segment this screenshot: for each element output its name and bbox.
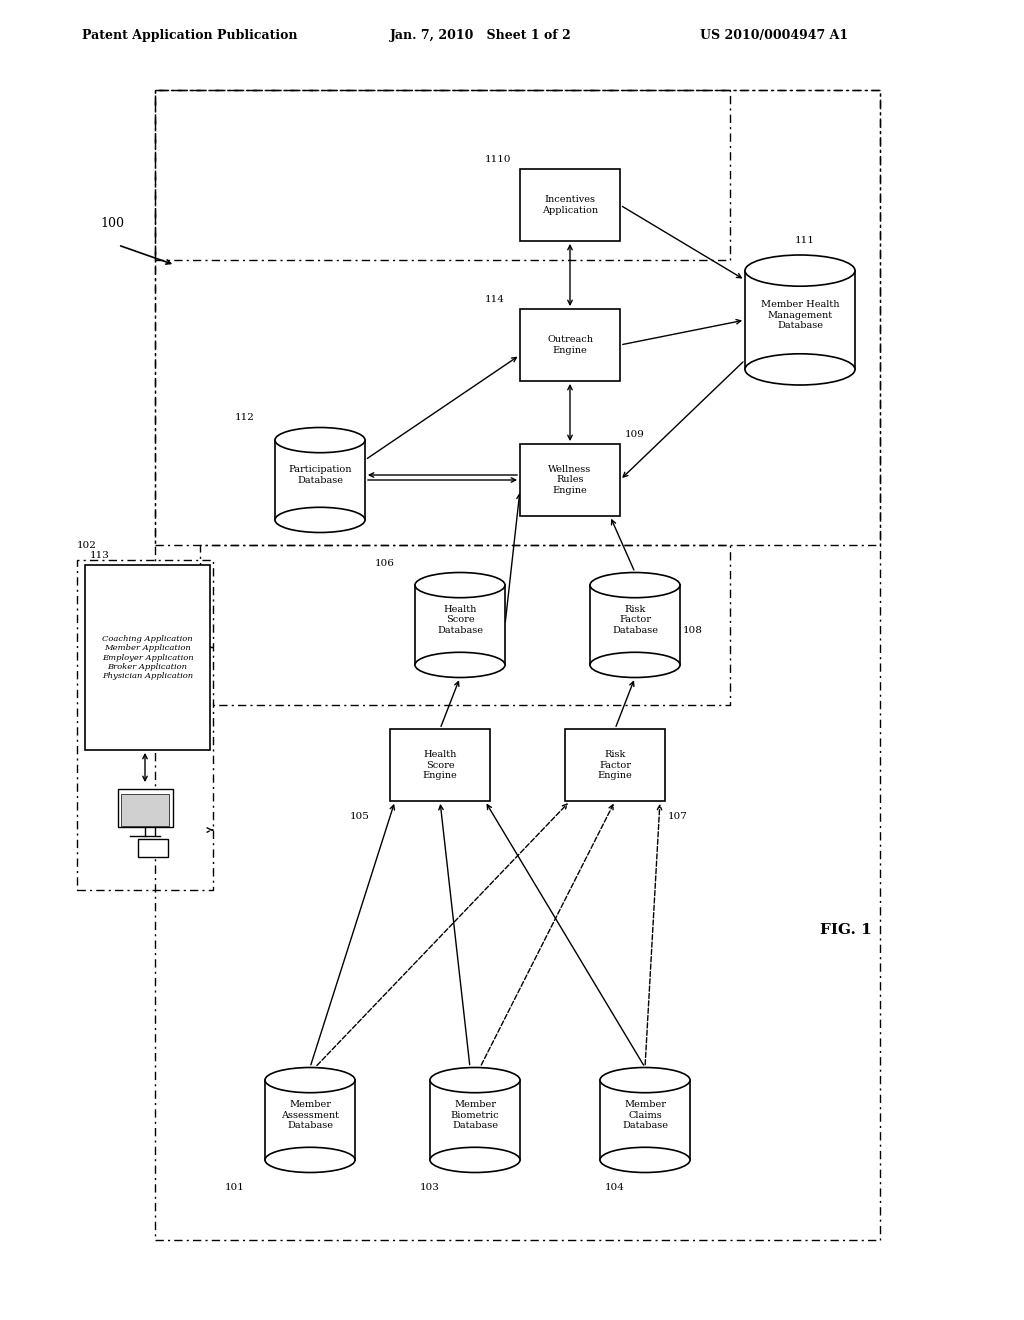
Text: Member
Assessment
Database: Member Assessment Database: [281, 1100, 339, 1130]
Bar: [200, 545, 730, 705]
Text: Health
Score
Database: Health Score Database: [437, 605, 483, 635]
Text: 106: 106: [375, 558, 395, 568]
Text: 100: 100: [100, 216, 124, 230]
Bar: [155, 90, 880, 1239]
Bar: [265, 1080, 355, 1160]
Ellipse shape: [415, 652, 505, 677]
Text: Member
Biometric
Database: Member Biometric Database: [451, 1100, 500, 1130]
Ellipse shape: [745, 255, 855, 286]
Text: US 2010/0004947 A1: US 2010/0004947 A1: [700, 29, 848, 41]
Text: Risk
Factor
Database: Risk Factor Database: [612, 605, 658, 635]
Ellipse shape: [430, 1068, 520, 1093]
Bar: [121, 795, 169, 826]
Bar: [520, 309, 620, 381]
Text: 114: 114: [485, 294, 505, 304]
Bar: [138, 840, 168, 857]
Text: 102: 102: [77, 541, 97, 550]
Bar: [85, 565, 210, 750]
Ellipse shape: [600, 1147, 690, 1172]
Text: 101: 101: [225, 1184, 245, 1192]
Text: FIG. 1: FIG. 1: [820, 923, 871, 937]
Text: Risk
Factor
Engine: Risk Factor Engine: [598, 750, 633, 780]
Text: 107: 107: [668, 812, 688, 821]
Text: Coaching Application
Member Application
Employer Application
Broker Application
: Coaching Application Member Application …: [101, 635, 194, 680]
Text: 108: 108: [683, 626, 702, 635]
Text: Outreach
Engine: Outreach Engine: [547, 335, 593, 355]
Ellipse shape: [600, 1068, 690, 1093]
Ellipse shape: [275, 507, 365, 532]
Text: Wellness
Rules
Engine: Wellness Rules Engine: [549, 465, 592, 495]
Bar: [565, 729, 665, 801]
Text: 103: 103: [420, 1184, 440, 1192]
Text: 113: 113: [90, 550, 110, 560]
Ellipse shape: [590, 573, 680, 598]
Ellipse shape: [415, 573, 505, 598]
Bar: [415, 585, 505, 665]
Bar: [590, 585, 680, 665]
Bar: [77, 560, 213, 890]
Bar: [430, 1080, 520, 1160]
Text: Health
Score
Engine: Health Score Engine: [423, 750, 458, 780]
Ellipse shape: [265, 1147, 355, 1172]
Ellipse shape: [590, 652, 680, 677]
Text: Member
Claims
Database: Member Claims Database: [622, 1100, 668, 1130]
Ellipse shape: [430, 1147, 520, 1172]
Text: Member Health
Management
Database: Member Health Management Database: [761, 300, 840, 330]
Bar: [600, 1080, 690, 1160]
Bar: [118, 789, 172, 828]
Ellipse shape: [745, 354, 855, 385]
Text: 111: 111: [795, 236, 815, 246]
Bar: [520, 444, 620, 516]
Bar: [155, 90, 880, 545]
Bar: [390, 729, 490, 801]
Bar: [275, 440, 365, 520]
Text: Incentives
Application: Incentives Application: [542, 195, 598, 215]
Bar: [155, 90, 730, 260]
Bar: [745, 271, 855, 370]
Ellipse shape: [275, 428, 365, 453]
Text: 109: 109: [625, 430, 645, 440]
Text: 1110: 1110: [485, 154, 512, 164]
Text: Patent Application Publication: Patent Application Publication: [82, 29, 298, 41]
Text: 104: 104: [605, 1184, 625, 1192]
Text: 105: 105: [350, 812, 370, 821]
Ellipse shape: [265, 1068, 355, 1093]
Text: Jan. 7, 2010   Sheet 1 of 2: Jan. 7, 2010 Sheet 1 of 2: [390, 29, 571, 41]
Text: 112: 112: [234, 413, 255, 422]
Text: Participation
Database: Participation Database: [288, 465, 352, 484]
Bar: [520, 169, 620, 242]
